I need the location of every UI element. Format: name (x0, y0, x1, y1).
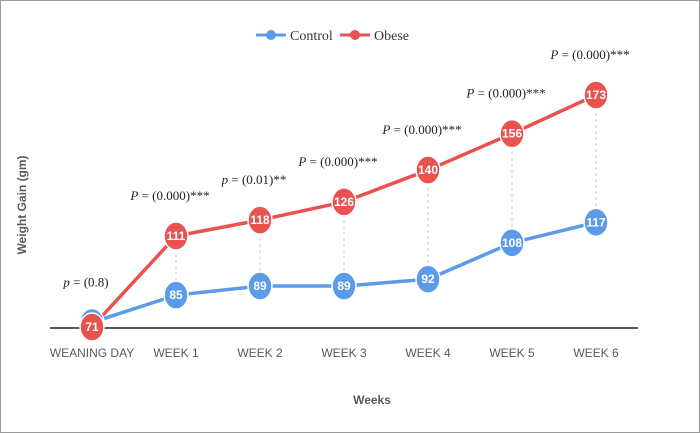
p-value-label: P = (0.000)*** (129, 188, 209, 203)
legend: Control Obese (256, 29, 409, 44)
data-label-obese: 126 (334, 195, 354, 209)
point-obese (247, 205, 273, 235)
point-obese (415, 155, 441, 185)
data-label-obese: 173 (586, 88, 606, 102)
p-value-label: P = (0.000)*** (297, 154, 377, 169)
legend-label: Control (290, 29, 333, 44)
p-value-label: p = (0.8) (62, 274, 108, 289)
x-tick-label: WEEK 5 (489, 346, 535, 360)
data-label-obese: 140 (418, 163, 438, 177)
x-tick-labels: WEANING DAY WEEK 1 WEEK 2 WEEK 3 WEEK 4 WEEK … (50, 346, 619, 360)
x-tick-label: WEEK 4 (405, 346, 451, 360)
p-value-annotations: p = (0.8) P = (0.000)*** p = (0.01)** P = (… (62, 47, 629, 289)
x-axis-title: Weeks (353, 393, 391, 407)
x-tick-label: WEEK 6 (573, 346, 619, 360)
x-tick-label: WEANING DAY (50, 346, 134, 360)
p-value-label: p = (0.01)** (221, 172, 287, 187)
point-obese (163, 221, 189, 251)
data-label-control: 117 (586, 215, 606, 229)
point-obese (583, 80, 609, 110)
point-control (163, 280, 189, 310)
x-tick-label: WEEK 1 (153, 346, 199, 360)
data-label-control: 108 (502, 236, 522, 250)
legend-swatch-marker (350, 30, 360, 40)
x-tick-label: WEEK 3 (321, 346, 367, 360)
point-control (499, 228, 525, 258)
point-obese (499, 118, 525, 149)
series-points: 738589899210811771111118126140156173 (79, 80, 609, 342)
p-value-label: P = (0.000)*** (465, 86, 545, 101)
data-label-control: 89 (337, 279, 351, 293)
data-label-control: 85 (169, 288, 183, 302)
p-value-label: P = (0.000)*** (549, 47, 629, 62)
legend-label: Obese (374, 29, 409, 44)
point-obese (331, 187, 357, 217)
data-label-obese: 71 (85, 320, 99, 334)
data-label-obese: 118 (250, 213, 270, 227)
data-label-obese: 111 (167, 229, 186, 243)
data-label-control: 89 (253, 279, 267, 293)
y-axis-title: Weight Gain (gm) (15, 155, 29, 254)
point-obese (79, 312, 105, 342)
x-tick-label: WEEK 2 (237, 346, 283, 360)
legend-swatch-marker (266, 30, 276, 40)
point-control (415, 264, 441, 294)
point-control (331, 271, 357, 301)
data-label-obese: 156 (502, 127, 522, 141)
point-control (247, 271, 273, 301)
data-label-control: 92 (421, 272, 435, 286)
p-value-label: P = (0.000)*** (381, 122, 461, 137)
point-control (583, 207, 609, 238)
